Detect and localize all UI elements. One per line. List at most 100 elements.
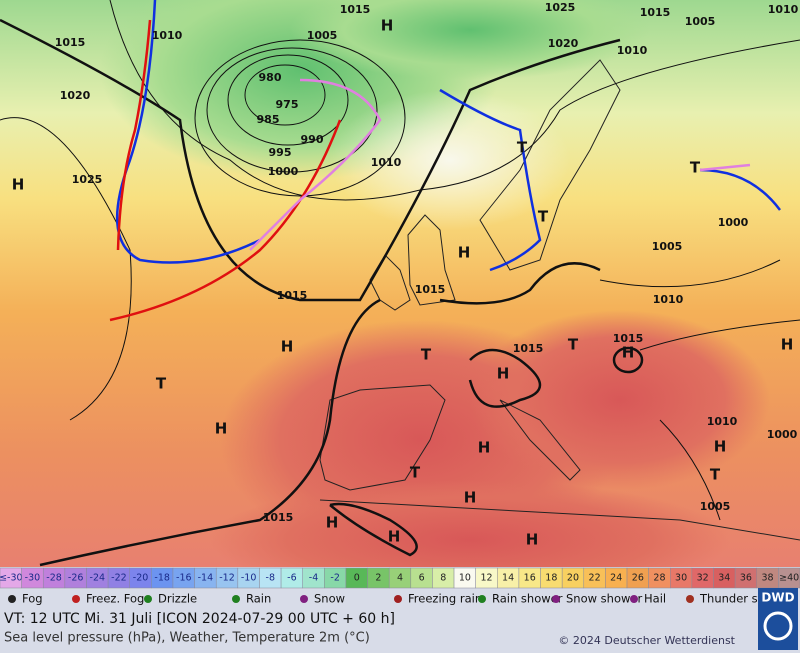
isobar-label: 1020	[60, 89, 91, 102]
weather-icon	[144, 595, 152, 603]
scale-label: 8	[440, 573, 446, 584]
subtitle: Sea level pressure (hPa), Weather, Tempe…	[4, 631, 370, 646]
scale-label: -8	[266, 573, 275, 584]
isobar-label: 1005	[685, 15, 716, 28]
scale-label: -26	[68, 573, 84, 584]
pressure-center: H	[526, 531, 539, 549]
scale-label: -10	[241, 573, 257, 584]
isobar-label: 1025	[545, 1, 576, 14]
scale-label: -12	[219, 573, 235, 584]
scale-label: 24	[610, 573, 622, 584]
isobar-label: 1015	[640, 6, 671, 19]
pressure-center: T	[568, 336, 579, 354]
isobar-label: 1015	[340, 3, 371, 16]
isobar-label: 1015	[513, 342, 544, 355]
isobar-label: 1015	[263, 511, 294, 524]
isobar-label: 1015	[613, 332, 644, 345]
scale-label: 20	[567, 573, 579, 584]
weather-legend: Fog Freez. Fog Drizzle Rain Snow Freezing rai…	[8, 592, 785, 606]
pressure-center: T	[421, 346, 432, 364]
isobar-label: 1005	[307, 29, 338, 42]
logo: DWD	[761, 591, 794, 605]
pressure-center: H	[497, 365, 510, 383]
pressure-center: H	[478, 439, 491, 457]
weather-label: Freez. Fog	[86, 592, 144, 606]
weather-label: Rain shower	[492, 592, 563, 606]
scale-label: 32	[697, 573, 709, 584]
scale-label: 0	[354, 573, 360, 584]
weather-label: Snow shower	[566, 592, 642, 606]
pressure-center: H	[458, 244, 471, 262]
isobar-label: 1015	[415, 283, 446, 296]
isobar-label: 1025	[72, 173, 103, 186]
weather-icon	[552, 595, 560, 603]
scale-label: -28	[46, 573, 62, 584]
isobar-label: 1005	[700, 500, 731, 513]
weather-label: Drizzle	[158, 592, 197, 606]
scale-label: 22	[589, 573, 601, 584]
scale-label: -20	[133, 573, 149, 584]
isobar-label: 1000	[718, 216, 749, 229]
scale-label: 30	[675, 573, 687, 584]
pressure-center: H	[714, 438, 727, 456]
scale-label: 12	[480, 573, 492, 584]
scale-label: -6	[287, 573, 296, 584]
scale-label: 6	[419, 573, 425, 584]
isobar-label: 1005	[652, 240, 683, 253]
pressure-center: H	[281, 338, 294, 356]
scale-label: -24	[90, 573, 106, 584]
pressure-center: H	[381, 17, 394, 35]
scale-label: -22	[111, 573, 127, 584]
isobars	[0, 0, 800, 567]
scale-label: 14	[502, 573, 514, 584]
pressure-center: T	[410, 464, 421, 482]
pressure-center: H	[12, 176, 25, 194]
isobar-label: 975	[276, 98, 299, 111]
weather-label: Hail	[644, 592, 666, 606]
weather-icon	[72, 595, 80, 603]
weather-icon	[300, 595, 308, 603]
scale-label: 26	[632, 573, 644, 584]
scale-label: 36	[740, 573, 752, 584]
weather-icon	[686, 595, 694, 603]
isobar-label: 1020	[548, 37, 579, 50]
scale-label: -30	[25, 573, 41, 584]
pressure-center: H	[215, 420, 228, 438]
scale-label: -14	[198, 573, 214, 584]
color-scale: ≤-30 -30 -28 -26 -24 -22 -20 -18 -16 -14 -12 -10 -8-…	[0, 567, 800, 589]
pressure-center: H	[388, 528, 401, 546]
isobar-label: 1010	[152, 29, 183, 42]
pressure-center: T	[538, 208, 549, 226]
scale-label: -2	[330, 573, 339, 584]
fronts	[109, 0, 781, 322]
weather-icon	[630, 595, 638, 603]
isobar-label: 1010	[617, 44, 648, 57]
weather-icon	[478, 595, 486, 603]
pressure-center: T	[710, 466, 721, 484]
weather-icon	[8, 595, 16, 603]
scale-label: 18	[545, 573, 557, 584]
isobar-label: 995	[269, 146, 292, 159]
scale-label: 38	[762, 573, 774, 584]
isobar-label: 980	[259, 71, 282, 84]
scale-label: ≤-30	[0, 573, 23, 584]
pressure-center: H	[781, 336, 794, 354]
scale-label: -4	[309, 573, 318, 584]
isobar-label: 1015	[277, 289, 308, 302]
weather-icon	[232, 595, 240, 603]
isobar-label: 1010	[653, 293, 684, 306]
pressure-center: H	[326, 514, 339, 532]
weather-label: Fog	[22, 592, 43, 606]
isobar-label: 985	[257, 113, 280, 126]
isobar-label: 990	[301, 133, 324, 146]
logo-swirl	[763, 611, 793, 641]
pressure-center: H	[464, 489, 477, 507]
weather-icon	[394, 595, 402, 603]
scale-label: 16	[524, 573, 536, 584]
scale-label: 4	[397, 573, 403, 584]
isobar-label: 1000	[268, 165, 299, 178]
scale-label: 28	[653, 573, 665, 584]
pressure-center: T	[690, 159, 701, 177]
